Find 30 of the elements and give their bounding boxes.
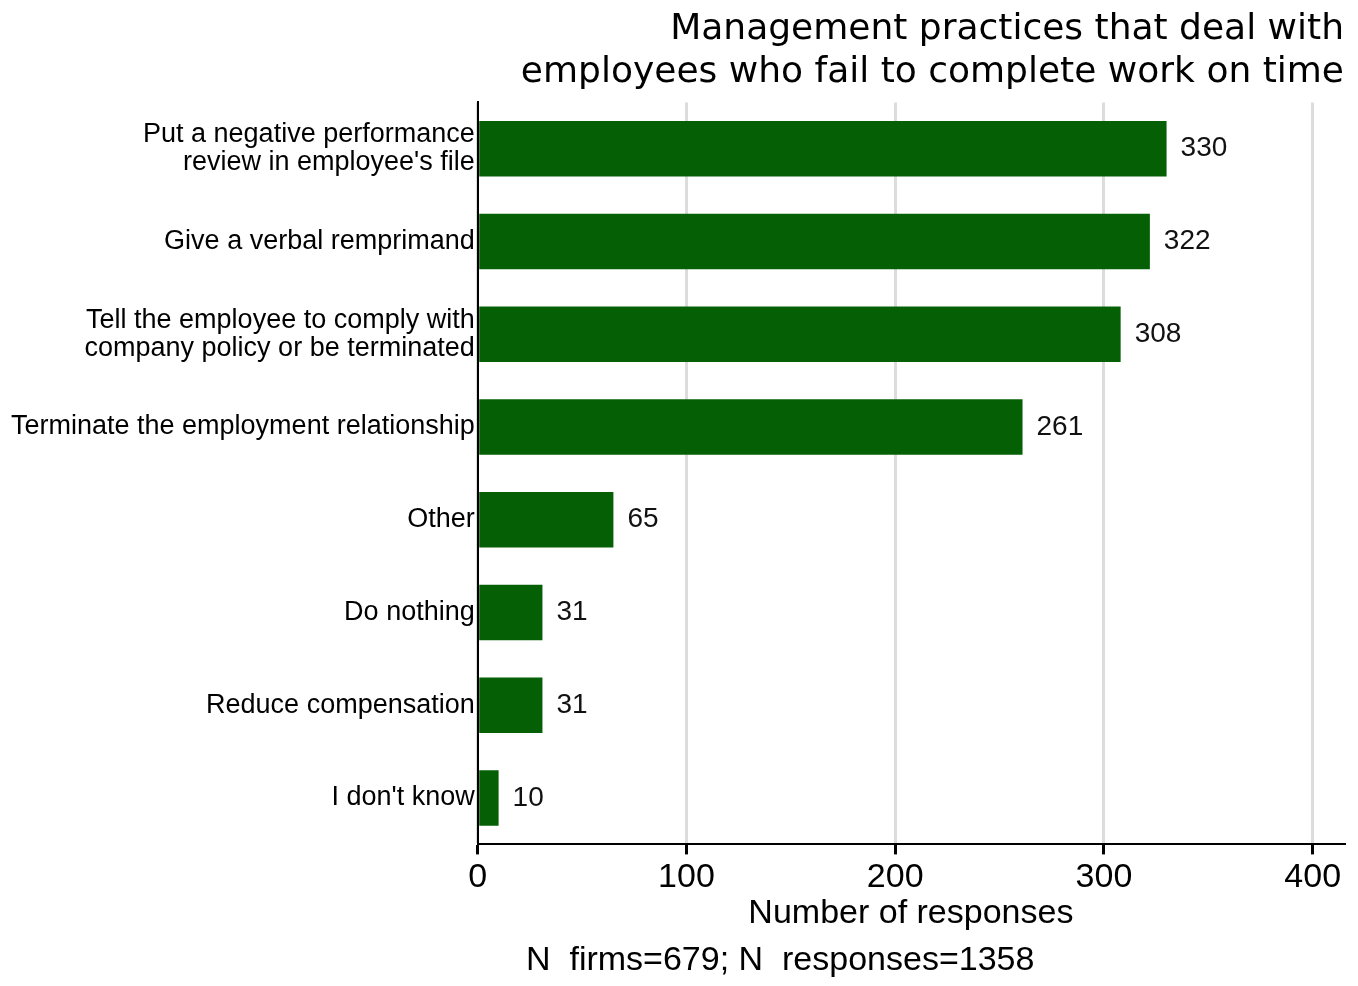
- bar: [479, 213, 1150, 270]
- y-tick-label: I don't know: [331, 781, 476, 812]
- bar: [479, 770, 499, 826]
- bar: [479, 399, 1023, 455]
- data-label: 261: [1036, 409, 1084, 441]
- bar: [479, 120, 1167, 177]
- y-tick-label: Reduce compensation: [206, 688, 475, 719]
- x-tick-label: 400: [1284, 856, 1342, 895]
- bar: [479, 584, 543, 641]
- x-tick-label: 0: [468, 856, 488, 895]
- x-tick-label: 100: [658, 856, 715, 895]
- y-tick-label: Do nothing: [344, 595, 475, 626]
- data-label: 10: [512, 780, 544, 812]
- data-label: 31: [556, 687, 588, 719]
- data-label: 308: [1134, 316, 1182, 348]
- y-tick-label: Give a verbal remprimand: [164, 224, 475, 255]
- chart-title: Management practices that deal with employees who fail to complete work on time: [520, 5, 1344, 91]
- bar: [479, 306, 1121, 363]
- data-label: 31: [556, 595, 588, 627]
- data-label: 65: [627, 502, 659, 534]
- y-tick-label: Other: [407, 503, 475, 534]
- x-tick-label: 300: [1075, 856, 1133, 895]
- text: N firms=679; N responses=1358: [526, 938, 1036, 978]
- y-tick-label: Tell the employee to comply with company policy or be terminated: [84, 303, 475, 362]
- data-label: 322: [1163, 224, 1211, 256]
- y-tick-label: Put a negative performance review in employee's file: [143, 118, 475, 177]
- y-tick-label: Terminate the employment relationship: [11, 410, 475, 441]
- bar: [479, 677, 543, 734]
- bar: [479, 491, 614, 548]
- data-label: 330: [1180, 131, 1228, 163]
